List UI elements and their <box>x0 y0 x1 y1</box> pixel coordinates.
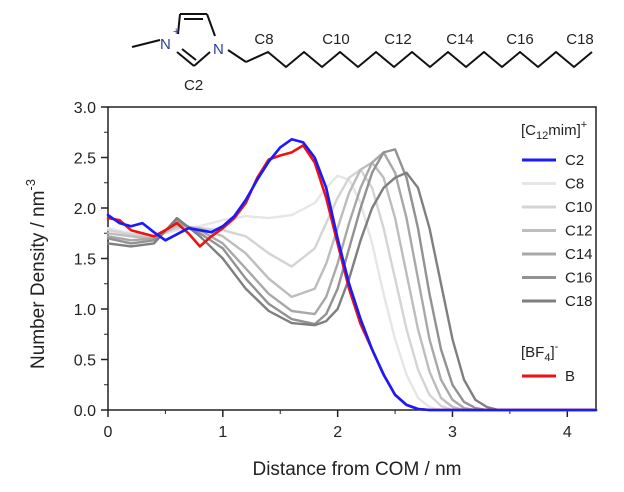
y-tick-label: 1.5 <box>74 252 96 269</box>
plot-frame <box>107 106 597 411</box>
x-tick-label: 0 <box>104 424 113 441</box>
axes: 0 1 2 3 40.00.51.01.52.02.53.0 <box>74 100 597 441</box>
legend-label-c14: C14 <box>565 246 593 263</box>
series-line-c18 <box>106 171 598 412</box>
series-line-c16 <box>106 148 598 412</box>
legend-label-c10: C10 <box>565 199 593 216</box>
c2-atom-label: C2 <box>184 77 203 94</box>
legend-label-c18: C18 <box>565 293 593 310</box>
carbon-label-c14: C14 <box>446 31 474 48</box>
legend: [C12mim]+ [BF4]- C2 C8 C10 C12 C14 C16 C18 B <box>521 119 593 385</box>
legend-cation-sub: 12 <box>536 130 548 142</box>
y-tick-label: 2.5 <box>74 151 96 168</box>
carbon-label-c16: C16 <box>506 31 534 48</box>
ring-bond <box>193 51 211 67</box>
y-tick-label: 3.0 <box>74 100 96 117</box>
legend-label-b: B <box>565 368 575 385</box>
carbon-labels: C8 C10 C12 C14 C16 C18 <box>254 31 593 48</box>
y-tick-label: 1.0 <box>74 302 96 319</box>
y-axis-label-sup: -3 <box>23 179 38 191</box>
legend-anion-prefix: [BF <box>521 344 544 361</box>
ring-bond <box>176 51 195 67</box>
x-tick-label: 3 <box>448 424 457 441</box>
x-tick-label: 2 <box>333 424 342 441</box>
x-axis-label: Distance from COM / nm <box>252 459 461 480</box>
n-atom: N <box>213 41 224 58</box>
legend-cation-mid: mim] <box>548 122 581 139</box>
legend-label-c12: C12 <box>565 223 593 240</box>
methyl-bond <box>131 39 161 48</box>
series-lines <box>106 138 598 412</box>
carbon-label-c12: C12 <box>384 31 412 48</box>
series-line-c14 <box>106 151 598 412</box>
ring-bond <box>177 13 181 35</box>
legend-anion-sub: 4 <box>544 352 550 364</box>
chain-bond <box>227 49 247 63</box>
legend-anion-mid: ] <box>550 344 554 361</box>
ring-bond <box>181 48 197 61</box>
y-tick-label: 2.0 <box>74 201 96 218</box>
legend-label-c8: C8 <box>565 176 584 193</box>
legend-anion-header: [BF4]- <box>521 341 559 364</box>
carbon-label-c18: C18 <box>566 31 594 48</box>
legend-entries: C2 C8 C10 C12 C14 C16 C18 B <box>522 152 593 385</box>
y-axis-label-group: Number Density / nm-3 <box>23 179 49 369</box>
x-tick-label: 4 <box>563 424 572 441</box>
carbon-label-c8: C8 <box>254 31 273 48</box>
y-tick-label: 0.5 <box>74 353 96 370</box>
y-axis-label: Number Density / nm-3 <box>23 179 49 369</box>
y-axis-label-text: Number Density / nm <box>28 191 49 369</box>
legend-label-c2: C2 <box>565 152 584 169</box>
legend-anion-sup: - <box>555 341 559 353</box>
alkyl-chain <box>245 50 593 69</box>
legend-label-c16: C16 <box>565 270 593 287</box>
molecule-structure <box>131 13 593 69</box>
n-plus-atom: N <box>160 36 171 53</box>
series-line-c2 <box>106 138 598 412</box>
carbon-label-c10: C10 <box>322 31 350 48</box>
ring-bond <box>206 13 216 37</box>
legend-cation-header: [C12mim]+ <box>521 119 587 142</box>
series-line-c12 <box>106 161 598 412</box>
legend-cation-sup: + <box>581 119 587 131</box>
y-tick-label: 0.0 <box>74 403 96 420</box>
legend-cation-prefix: [C <box>521 122 536 139</box>
x-tick-label: 1 <box>218 424 227 441</box>
n-plus-charge: + <box>173 26 179 38</box>
